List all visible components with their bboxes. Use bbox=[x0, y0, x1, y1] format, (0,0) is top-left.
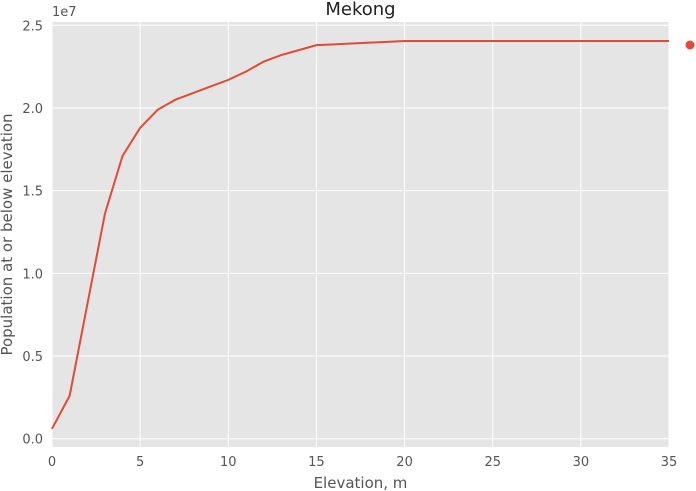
legend-marker bbox=[685, 40, 695, 50]
y-tick-label: 2.5 bbox=[22, 19, 43, 34]
y-tick-label: 1.0 bbox=[22, 267, 43, 282]
x-tick-label: 25 bbox=[484, 455, 501, 470]
x-axis-label: Elevation, m bbox=[314, 474, 408, 491]
x-tick-label: 20 bbox=[396, 455, 413, 470]
y-tick-label: 2.0 bbox=[22, 102, 43, 117]
x-tick-labels: 0 5 10 15 20 25 30 35 bbox=[48, 455, 677, 470]
y-axis-label: Population at or below elevation bbox=[0, 113, 16, 355]
y-tick-label: 1.5 bbox=[22, 185, 43, 200]
x-tick-label: 10 bbox=[220, 455, 237, 470]
x-tick-label: 30 bbox=[573, 455, 590, 470]
plot-background bbox=[52, 22, 669, 447]
y-tick-label: 0.5 bbox=[22, 350, 43, 365]
population-line bbox=[51, 40, 669, 430]
chart-title: Mekong bbox=[325, 0, 395, 20]
x-tick-label: 0 bbox=[48, 455, 56, 470]
y-offset-label: 1e7 bbox=[52, 5, 77, 20]
grid-lines bbox=[51, 22, 670, 447]
x-tick-label: 15 bbox=[308, 455, 325, 470]
y-tick-label: 0.0 bbox=[22, 433, 43, 448]
x-tick-label: 5 bbox=[136, 455, 144, 470]
x-tick-label: 35 bbox=[661, 455, 678, 470]
y-tick-labels: 0.0 0.5 1.0 1.5 2.0 2.5 bbox=[22, 19, 43, 447]
